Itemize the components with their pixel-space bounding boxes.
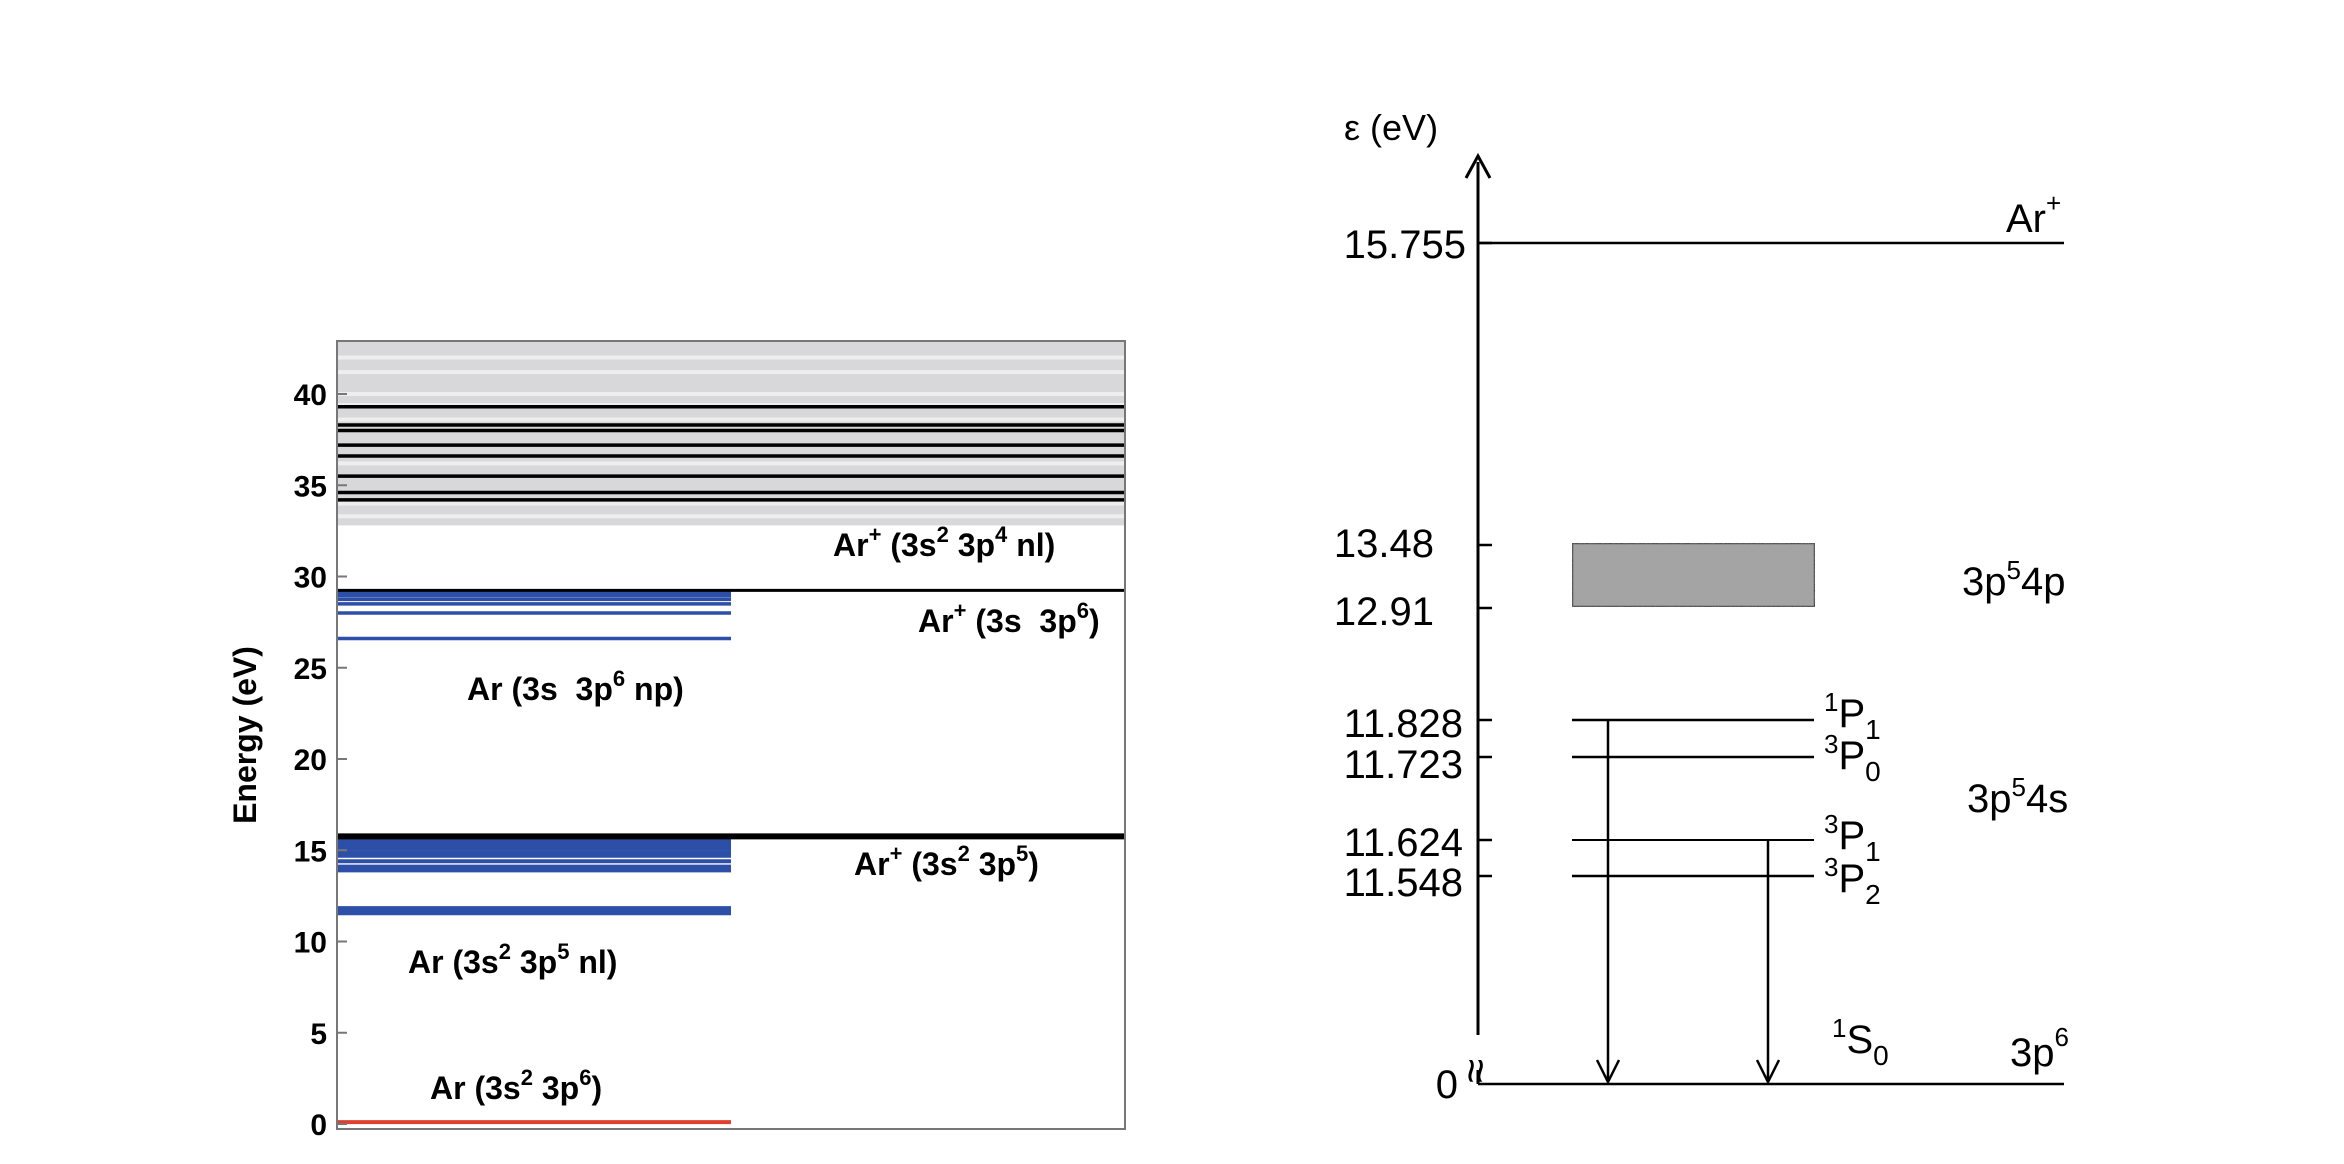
value-label-11723: 11.723 (1344, 743, 1463, 787)
left-band-lines (338, 342, 1124, 1125)
left-y-axis-label: Energy (eV) (227, 646, 263, 824)
value-label-0: 0 (1436, 1063, 1458, 1107)
value-label-15755: 15.755 (1344, 223, 1466, 267)
value-label-11828: 11.828 (1344, 702, 1463, 746)
y-tick-label: 15 (294, 835, 327, 868)
continuum-region (338, 342, 1124, 526)
y-tick-label: 10 (294, 927, 327, 960)
right-energy-diagram: ε (eV) ≈ 15.755 13.48 12.91 11.828 11.72… (1334, 107, 2069, 1107)
value-label-11548: 11.548 (1344, 861, 1463, 905)
label-ar-plus-3s2-3p5: Ar+ (3s2 3p5) (854, 841, 1039, 882)
label-3p5-4s: 3p54s (1967, 772, 2068, 821)
left-y-axis-ticks: 0 5 10 15 20 25 30 35 40 (294, 379, 347, 1142)
value-label-1291: 12.91 (1334, 590, 1434, 634)
label-ar-plus-3s-3p6: Ar+ (3s 3p6) (857, 598, 1144, 639)
label-ar-plus-ion: Ar+ (2006, 188, 2061, 241)
term-3P0: 3P0 (1824, 729, 1881, 787)
term-1S0: 1S0 (1832, 1013, 1889, 1071)
term-3P2: 3P2 (1824, 852, 1881, 910)
label-ar-3s2-3p6: Ar (3s2 3p6) (430, 1065, 602, 1106)
label-ar-3s2-3p5-nl: Ar (3s2 3p5 nl) (408, 939, 617, 980)
y-tick-label: 30 (294, 562, 327, 595)
value-label-1348: 13.48 (1334, 522, 1434, 566)
transition-3P1-arrowhead-icon (1755, 1059, 1781, 1085)
label-3p6-ground: 3p6 (2010, 1022, 2069, 1075)
left-energy-diagram: 0 5 10 15 20 25 30 35 40 Energy (eV) Ar+ (3s2 3p… (227, 340, 1144, 1142)
y-tick-label: 40 (294, 379, 327, 412)
y-tick-label: 5 (310, 1018, 327, 1051)
right-axis-label: ε (eV) (1344, 107, 1438, 148)
y-tick-label: 20 (294, 744, 327, 777)
label-3p5-4p: 3p54p (1962, 555, 2065, 604)
label-ar-3s-3p6-np: Ar (3s 3p6 np) (406, 666, 728, 707)
axis-arrowhead-icon (1464, 152, 1492, 179)
y-tick-label: 0 (310, 1109, 327, 1142)
label-ar-plus-3s2-3p4-nl: Ar+ (3s2 3p4 nl) (833, 522, 1055, 563)
value-label-11624: 11.624 (1344, 821, 1463, 865)
y-tick-label: 25 (294, 653, 327, 686)
band-3p5-4p (1570, 541, 1817, 609)
term-1P1: 1P1 (1824, 687, 1881, 745)
transition-1P1-arrowhead-icon (1595, 1059, 1621, 1085)
y-tick-label: 35 (294, 470, 327, 503)
axis-break-icon: ≈ (1451, 1059, 1500, 1083)
term-3P1: 3P1 (1824, 809, 1881, 867)
